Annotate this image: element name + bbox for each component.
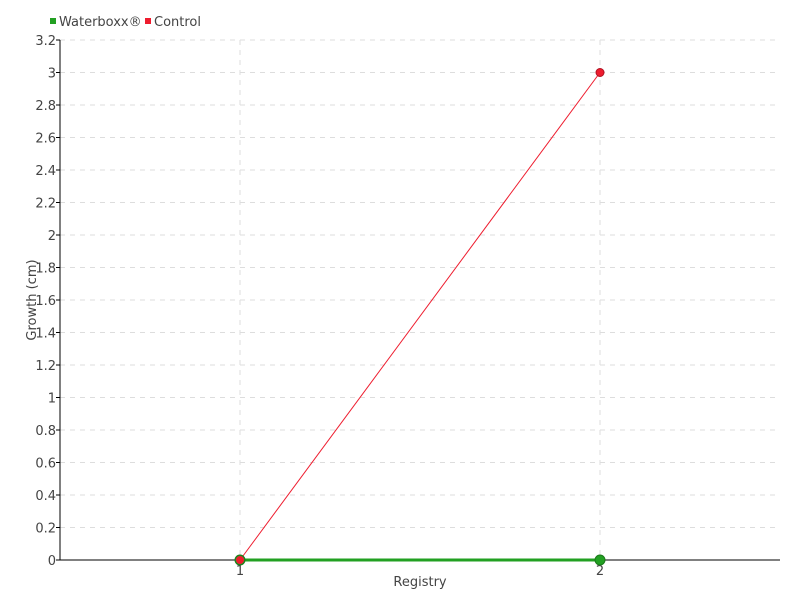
- y-tick-label: 1.8: [35, 262, 56, 277]
- y-tick-label: 1.4: [35, 327, 56, 342]
- y-tick-label: 0: [48, 554, 56, 569]
- y-tick-label: 0.4: [35, 489, 56, 504]
- data-point: [595, 68, 605, 77]
- legend-swatch: [50, 18, 56, 24]
- series: [234, 68, 606, 566]
- y-tick-label: 2.6: [35, 132, 56, 147]
- y-tick-label: 1: [48, 392, 56, 407]
- legend-label: Waterboxx®: [59, 15, 142, 30]
- y-tick-label: 1.2: [35, 359, 56, 374]
- y-tick-label: 3.2: [35, 34, 56, 49]
- series-line-control: [239, 72, 601, 561]
- y-tick-label: 0.6: [35, 457, 56, 472]
- x-axis-label: Registry: [393, 575, 447, 590]
- y-tick-label: 0.2: [35, 522, 56, 537]
- x-tick-label: 2: [596, 564, 604, 579]
- y-tick-label: 1.6: [35, 294, 56, 309]
- y-tick-label: 2.8: [35, 99, 56, 114]
- y-tick-label: 2.4: [35, 164, 56, 179]
- legend-swatch: [145, 18, 151, 24]
- legend: Waterboxx® Control: [50, 15, 201, 30]
- grid: [60, 39, 780, 560]
- y-tick-label: 2: [48, 229, 56, 244]
- y-axis-label: Growth (cm): [25, 259, 40, 340]
- legend-label: Control: [154, 15, 201, 30]
- y-tick-label: 2.2: [35, 197, 56, 212]
- data-point: [236, 556, 244, 564]
- axes: 0 0.2 0.4 0.6 0.8 1 1.2 1.4 1.6 1.8 2 2.2 2.4 2.6 2.8 3…: [35, 34, 780, 579]
- y-tick-label: 0.8: [35, 424, 56, 439]
- x-tick-label: 1: [236, 564, 244, 579]
- data-point: [594, 554, 606, 566]
- y-tick-label: 3: [48, 67, 56, 82]
